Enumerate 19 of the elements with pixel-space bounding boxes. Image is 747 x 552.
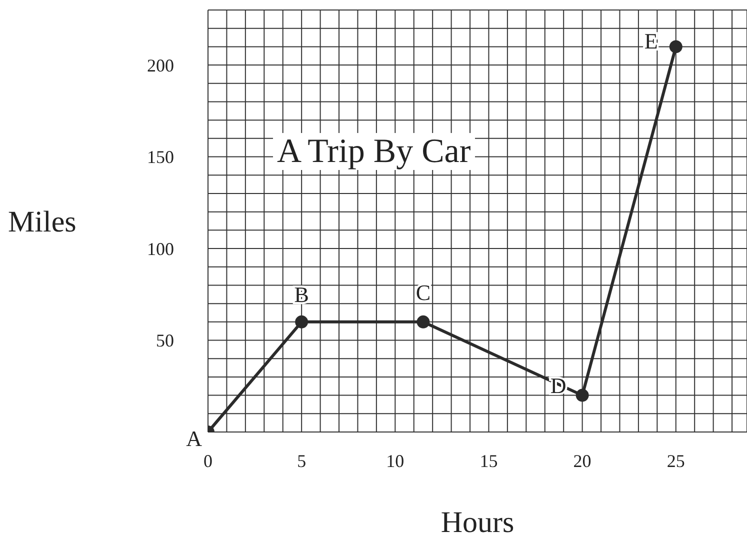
x-tick-label: 25 <box>666 450 685 471</box>
point <box>295 315 308 328</box>
point <box>576 388 589 402</box>
x-axis-title: Hours <box>440 506 514 539</box>
point <box>669 40 682 54</box>
y-tick-label: 50 <box>156 330 174 351</box>
y-tick-label: 150 <box>147 147 174 168</box>
x-tick-label: 0 <box>204 450 212 471</box>
x-tick-label: 5 <box>297 450 306 471</box>
x-tick-label: 10 <box>386 450 404 471</box>
y-tick-label: 100 <box>147 238 174 259</box>
x-tick-label: 15 <box>480 450 498 471</box>
y-tick-label: 200 <box>147 55 174 76</box>
text: A Trip By Car <box>273 133 475 170</box>
y-axis-title: Miles <box>8 206 76 239</box>
annotation: C <box>416 280 431 305</box>
x-tick-label: 20 <box>573 450 592 471</box>
annotation: A <box>186 426 202 451</box>
point <box>416 315 430 328</box>
